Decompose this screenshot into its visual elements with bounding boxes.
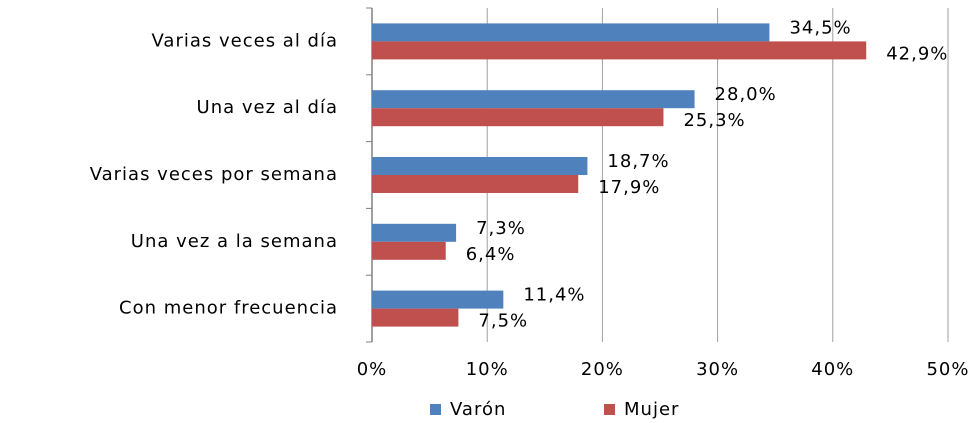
x-tick-label: 30% bbox=[696, 359, 739, 380]
y-tick-label: Una vez a la semana bbox=[131, 231, 338, 252]
legend-label: Mujer bbox=[624, 399, 679, 420]
value-label: 6,4% bbox=[466, 244, 516, 265]
legend-swatch bbox=[430, 404, 441, 415]
bar bbox=[372, 90, 695, 109]
bar bbox=[372, 223, 457, 242]
bar bbox=[372, 108, 664, 127]
legend-label: Varón bbox=[450, 399, 506, 420]
y-tick-label: Una vez al día bbox=[197, 97, 338, 118]
bar bbox=[372, 41, 867, 60]
bar bbox=[372, 241, 446, 260]
value-label: 18,7% bbox=[607, 151, 669, 172]
x-tick-label: 0% bbox=[357, 359, 388, 380]
value-label: 7,3% bbox=[476, 218, 526, 239]
value-label: 7,5% bbox=[478, 311, 528, 332]
bar bbox=[372, 308, 459, 327]
bar bbox=[372, 175, 579, 193]
x-tick-label: 50% bbox=[926, 359, 969, 380]
legend-swatch bbox=[604, 404, 615, 415]
bar bbox=[372, 157, 588, 175]
value-label: 42,9% bbox=[886, 43, 948, 64]
value-label: 17,9% bbox=[598, 177, 660, 198]
bar bbox=[372, 290, 504, 309]
y-tick-label: Varias veces por semana bbox=[90, 164, 338, 185]
value-label: 34,5% bbox=[789, 17, 851, 38]
value-label: 28,0% bbox=[715, 84, 777, 105]
value-label: 11,4% bbox=[523, 285, 585, 306]
x-tick-label: 20% bbox=[581, 359, 624, 380]
x-tick-label: 10% bbox=[466, 359, 509, 380]
bar bbox=[372, 23, 770, 42]
y-tick-label: Varias veces al día bbox=[152, 30, 338, 51]
value-label: 25,3% bbox=[683, 110, 745, 131]
x-tick-label: 40% bbox=[811, 359, 854, 380]
y-tick-label: Con menor frecuencia bbox=[119, 298, 338, 319]
